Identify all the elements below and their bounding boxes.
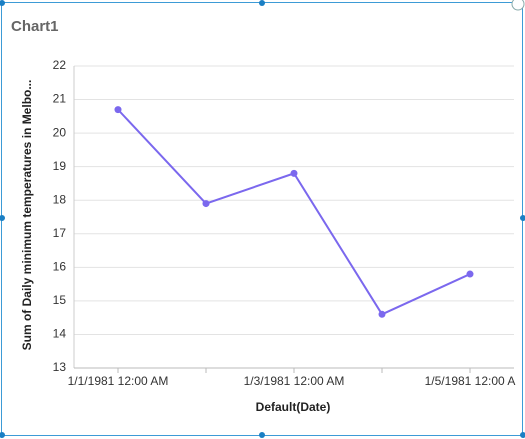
chart-title: Chart1 <box>11 18 59 35</box>
x-tick-label: 1/3/1981 12:00 AM <box>244 374 345 388</box>
y-tick-label: 22 <box>53 58 67 72</box>
y-tick-label: 13 <box>53 360 67 374</box>
y-tick-label: 16 <box>53 260 67 274</box>
x-tick-label: 1/5/1981 12:00 A <box>425 374 516 388</box>
point <box>202 200 210 208</box>
handle[interactable] <box>0 0 5 6</box>
handle[interactable] <box>520 432 525 438</box>
y-tick-label: 18 <box>53 192 67 206</box>
handle[interactable] <box>0 432 5 438</box>
point <box>114 106 122 114</box>
y-tick-label: 15 <box>53 293 67 307</box>
handle[interactable] <box>259 0 265 6</box>
y-tick-label: 20 <box>53 125 67 139</box>
point <box>290 169 298 177</box>
handle[interactable] <box>0 215 5 221</box>
y-tick-label: 14 <box>53 327 67 341</box>
y-tick-label: 17 <box>53 226 67 240</box>
point <box>466 270 474 278</box>
y-tick-label: 21 <box>53 92 67 106</box>
x-axis-label: Default(Date) <box>256 400 331 414</box>
handle[interactable] <box>259 432 265 438</box>
y-axis-label: Sum of Daily minimum temperatures in Mel… <box>20 80 34 351</box>
handle[interactable] <box>520 215 525 221</box>
point <box>378 310 386 318</box>
x-tick-label: 1/1/1981 12:00 AM <box>68 374 169 388</box>
settings-icon[interactable] <box>511 0 525 11</box>
y-tick-label: 19 <box>53 159 67 173</box>
